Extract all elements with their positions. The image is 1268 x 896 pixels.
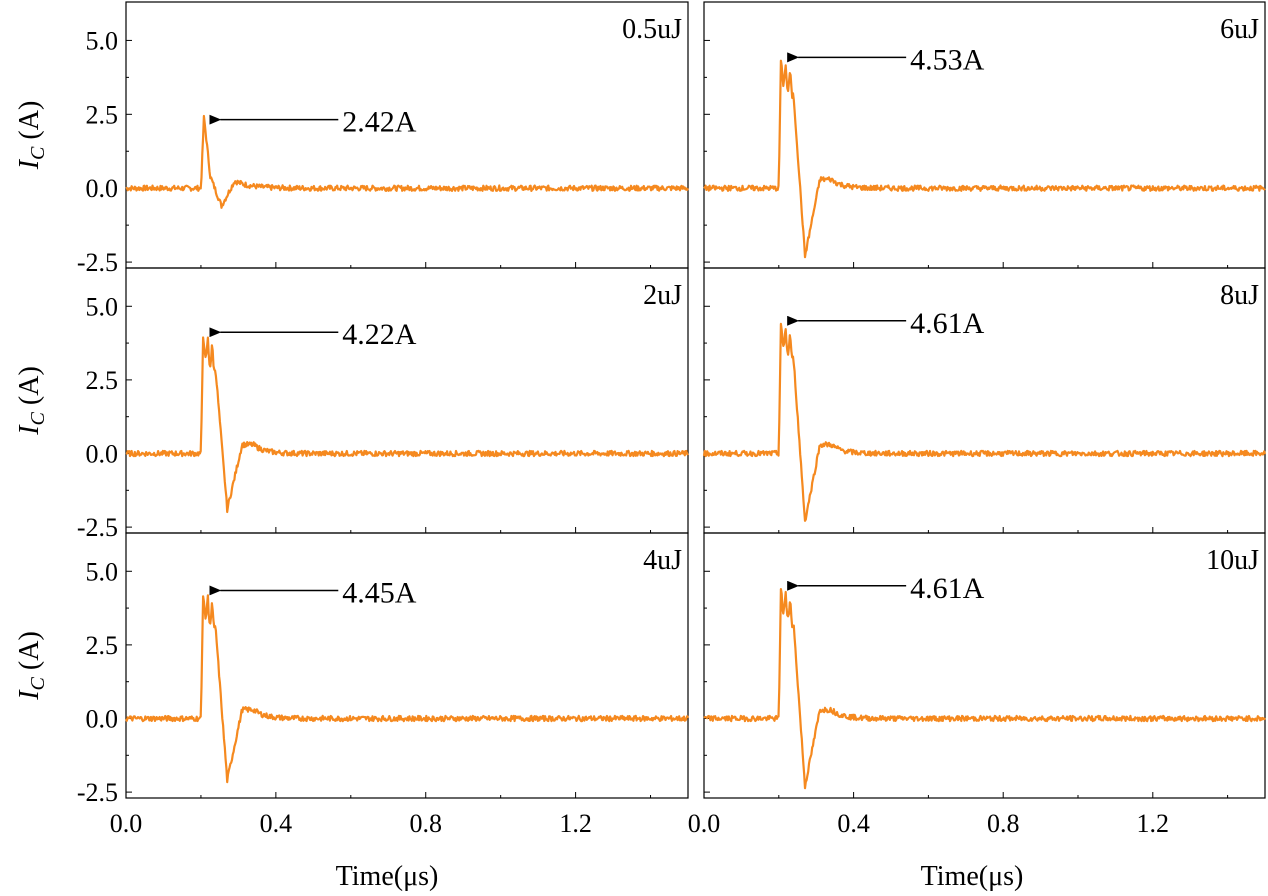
peak-label: 2.42A xyxy=(342,106,417,139)
panel-8uJ: 8uJ 4.61A xyxy=(702,267,1267,534)
y-tick-label: 2.5 xyxy=(86,631,119,660)
x-tick-label: 0.8 xyxy=(987,809,1020,838)
plot-frame xyxy=(703,532,1266,799)
x-axis-label-right: Time(μs) xyxy=(921,861,1024,892)
x-tick-label: 0.0 xyxy=(688,809,721,838)
series-line xyxy=(125,336,689,514)
x-tick-label: 1.2 xyxy=(1137,809,1170,838)
y-tick-label: 0.0 xyxy=(86,705,119,734)
series-line xyxy=(703,588,1266,790)
y-axis-label: IC (A) xyxy=(14,366,49,436)
series-line xyxy=(124,594,690,784)
panels: -2.50.02.55.0IC (A)0.5uJ2.42A-2.50.02.55… xyxy=(14,1,1267,838)
y-tick-label: 2.5 xyxy=(86,366,119,395)
y-axis-label: IC (A) xyxy=(14,101,49,171)
y-tick-label: 0.0 xyxy=(86,174,119,203)
y-tick-label: -2.5 xyxy=(77,513,118,542)
y-tick-label: -2.5 xyxy=(77,248,118,277)
y-tick-label: 2.5 xyxy=(86,100,119,129)
x-tick-label: 0.4 xyxy=(260,809,293,838)
x-tick-label: 1.2 xyxy=(559,809,592,838)
plot-frame xyxy=(125,532,689,799)
y-tick-label: 5.0 xyxy=(86,557,119,586)
panel-2uJ: -2.5 0.0 2.5 5.0 IC (A) 2uJ 4.22A xyxy=(14,267,689,542)
peak-label: 4.61A xyxy=(910,307,985,340)
panel-6uJ: 6uJ 4.53A xyxy=(703,1,1266,269)
energy-label: 0.5uJ xyxy=(622,14,682,45)
peak-label: 4.22A xyxy=(342,318,417,351)
plot-frame xyxy=(703,267,1266,534)
panel-0.5uJ: -2.5 0.0 2.5 5.0 IC (A) 0.5uJ 2.42A xyxy=(14,1,689,277)
energy-label: 10uJ xyxy=(1206,545,1259,576)
peak-label: 4.53A xyxy=(910,43,985,76)
energy-label: 6uJ xyxy=(1220,14,1259,45)
y-axis-label: IC (A) xyxy=(14,631,49,701)
peak-label: 4.61A xyxy=(910,572,985,605)
x-tick-label: 0.4 xyxy=(837,809,870,838)
energy-label: 8uJ xyxy=(1220,280,1259,311)
plot-frame xyxy=(703,1,1266,269)
plot-frame xyxy=(125,267,689,534)
energy-label: 4uJ xyxy=(643,545,682,576)
peak-label: 4.45A xyxy=(342,576,417,609)
y-tick-label: -2.5 xyxy=(77,778,118,807)
y-tick-label: 5.0 xyxy=(86,26,119,55)
series-line xyxy=(702,322,1267,522)
panel-10uJ: 0.0 0.4 0.8 1.2 10uJ 4.61A xyxy=(688,532,1266,838)
y-tick-label: 0.0 xyxy=(86,440,119,469)
x-tick-label: 0.8 xyxy=(409,809,442,838)
series-line xyxy=(125,114,689,209)
y-tick-label: 5.0 xyxy=(86,292,119,321)
series-line xyxy=(703,59,1266,259)
x-axis-label-left: Time(μs) xyxy=(336,861,439,892)
energy-label: 2uJ xyxy=(643,280,682,311)
x-tick-label: 0.0 xyxy=(110,809,143,838)
